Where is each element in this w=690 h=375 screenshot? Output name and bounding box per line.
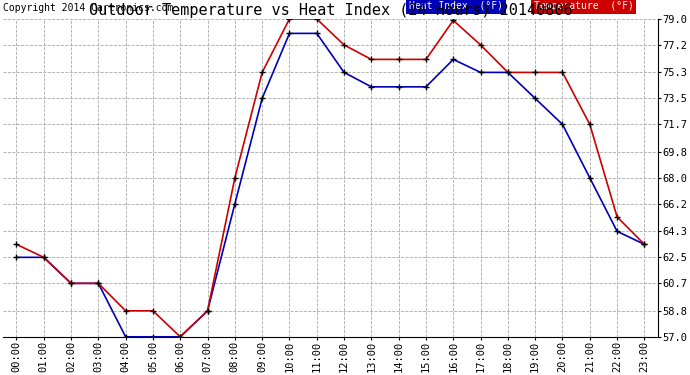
Text: Copyright 2014 Cartronics.com: Copyright 2014 Cartronics.com — [3, 3, 173, 13]
Text: Heat Index  (°F): Heat Index (°F) — [409, 1, 503, 11]
Text: Temperature  (°F): Temperature (°F) — [533, 1, 633, 11]
Title: Outdoor Temperature vs Heat Index (24 Hours) 20140806: Outdoor Temperature vs Heat Index (24 Ho… — [88, 3, 572, 18]
